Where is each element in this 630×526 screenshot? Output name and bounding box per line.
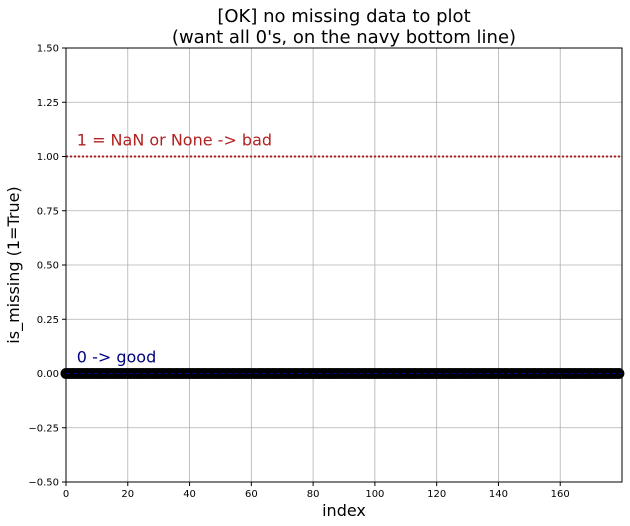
y-tick-label-8: 1.50: [37, 44, 59, 55]
y-ticks: −0.50 −0.25 0.00 0.25 0.50 0.75 1.00 1.25 1.50: [28, 44, 66, 489]
x-tick-label-5: 100: [365, 489, 384, 500]
chart-title-line-2: (want all 0's, on the navy bottom line): [172, 27, 516, 48]
y-tick-label-3: 0.25: [37, 315, 59, 326]
x-tick-label-8: 160: [551, 489, 570, 500]
chart-title-line-1: [OK] no missing data to plot: [217, 6, 470, 27]
x-tick-label-0: 0: [63, 489, 69, 500]
y-tick-label-4: 0.50: [37, 261, 59, 272]
data-series: [60, 368, 625, 379]
x-tick-label-7: 140: [489, 489, 508, 500]
x-tick-label-4: 80: [307, 489, 320, 500]
y-tick-label-7: 1.25: [37, 98, 59, 109]
annotation-1: 0 -> good: [77, 348, 156, 367]
y-tick-label-6: 1.00: [37, 152, 59, 163]
y-tick-label-1: −0.25: [28, 423, 59, 434]
x-tick-label-1: 20: [121, 489, 134, 500]
x-tick-label-2: 40: [183, 489, 196, 500]
x-axis-label: index: [322, 501, 366, 520]
y-axis-label: is_missing (1=True): [4, 186, 24, 343]
annotations: 1 = NaN or None -> bad 0 -> good: [77, 131, 272, 367]
y-tick-label-0: −0.50: [28, 478, 59, 489]
y-tick-label-5: 0.75: [37, 206, 59, 217]
x-ticks: 0 20 40 60 80 100 120 140 160: [63, 482, 570, 500]
grid-lines: [65, 47, 622, 483]
y-tick-label-2: 0.00: [37, 369, 59, 380]
x-tick-label-3: 60: [245, 489, 258, 500]
x-tick-label-6: 120: [427, 489, 446, 500]
annotation-0: 1 = NaN or None -> bad: [77, 131, 272, 150]
